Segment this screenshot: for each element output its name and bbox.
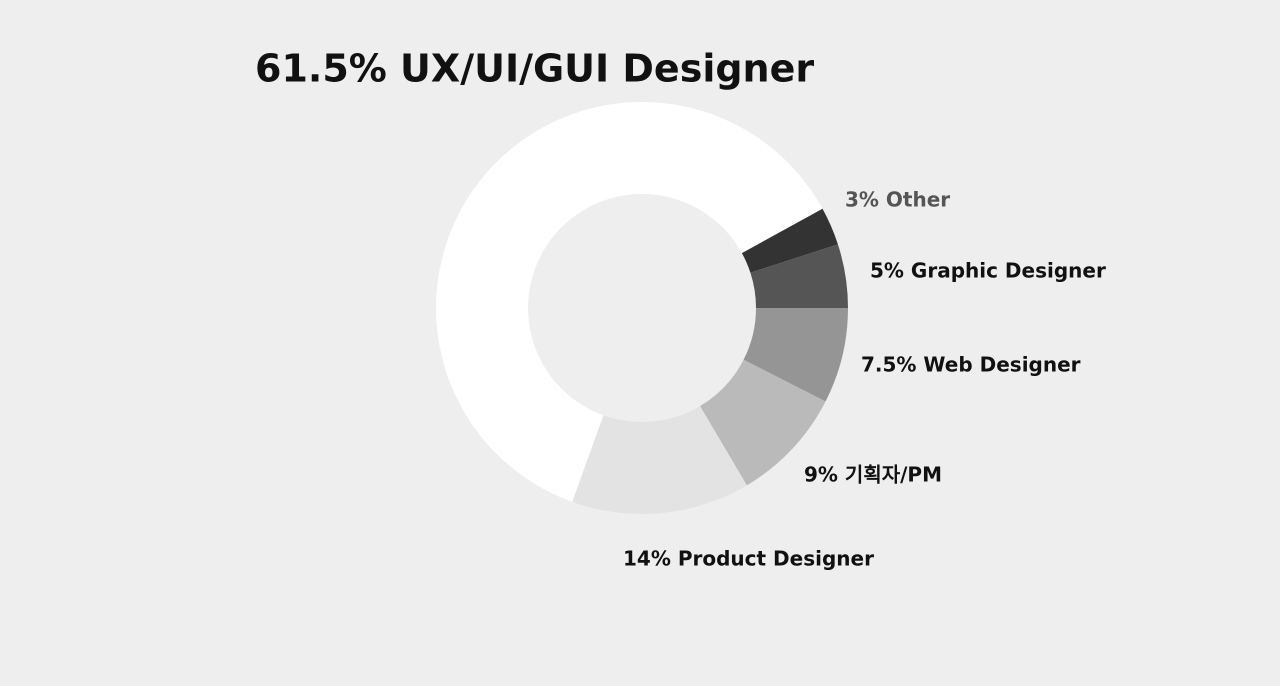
segment-label: 7.5% Web Designer: [861, 353, 1081, 377]
donut-segment: [700, 359, 826, 486]
segment-label: 9% 기획자/PM: [804, 463, 942, 487]
segment-label: 61.5% UX/UI/GUI Designer: [255, 47, 814, 91]
donut-segment: [741, 208, 838, 273]
donut-segment: [435, 101, 823, 502]
donut-segment: [743, 308, 848, 402]
segment-label: 5% Graphic Designer: [870, 259, 1106, 283]
donut-segment: [572, 406, 747, 514]
segment-label: 3% Other: [845, 188, 950, 212]
donut-segment: [750, 244, 848, 308]
segment-label: 14% Product Designer: [623, 547, 874, 571]
